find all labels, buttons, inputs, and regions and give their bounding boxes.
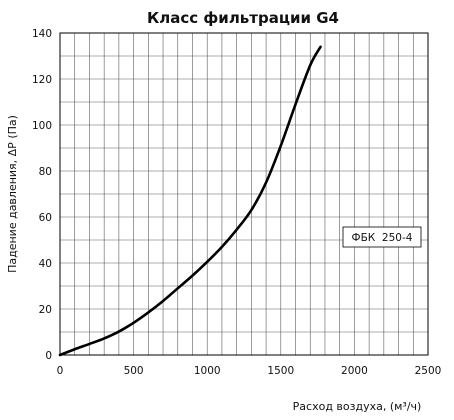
x-tick-label: 1000 [194,365,221,377]
x-tick-label: 0 [57,365,64,377]
legend: ФБК 250-4 [342,226,422,248]
y-axis-label: Падение давления, ΔP (Па) [6,115,19,273]
y-tick-label: 0 [45,350,52,362]
series-line [58,45,322,357]
x-tick-label: 2500 [415,365,442,377]
x-tick-label: 500 [124,365,144,377]
y-tick-labels: 0 20 40 60 80 100 120 140 [32,28,52,362]
y-tick-label: 140 [32,28,52,40]
x-tick-label: 1500 [267,365,294,377]
grid [60,33,428,355]
y-tick-label: 80 [39,166,52,178]
legend-box [342,226,422,248]
x-tick-label: 2000 [341,365,368,377]
y-tick-label: 100 [32,120,52,132]
plot-frame [59,32,429,356]
legend-label: ФБК 250-4 [352,232,413,244]
x-axis-label: Расход воздуха, (м³/ч) [293,400,422,413]
y-tick-label: 120 [32,74,52,86]
y-tick-label: 20 [39,304,52,316]
chart-title: Класс фильтрации G4 [147,9,339,27]
y-tick-label: 60 [39,212,52,224]
x-tick-labels: 0 500 1000 1500 2000 2500 [57,365,442,377]
y-tick-label: 40 [39,258,52,270]
